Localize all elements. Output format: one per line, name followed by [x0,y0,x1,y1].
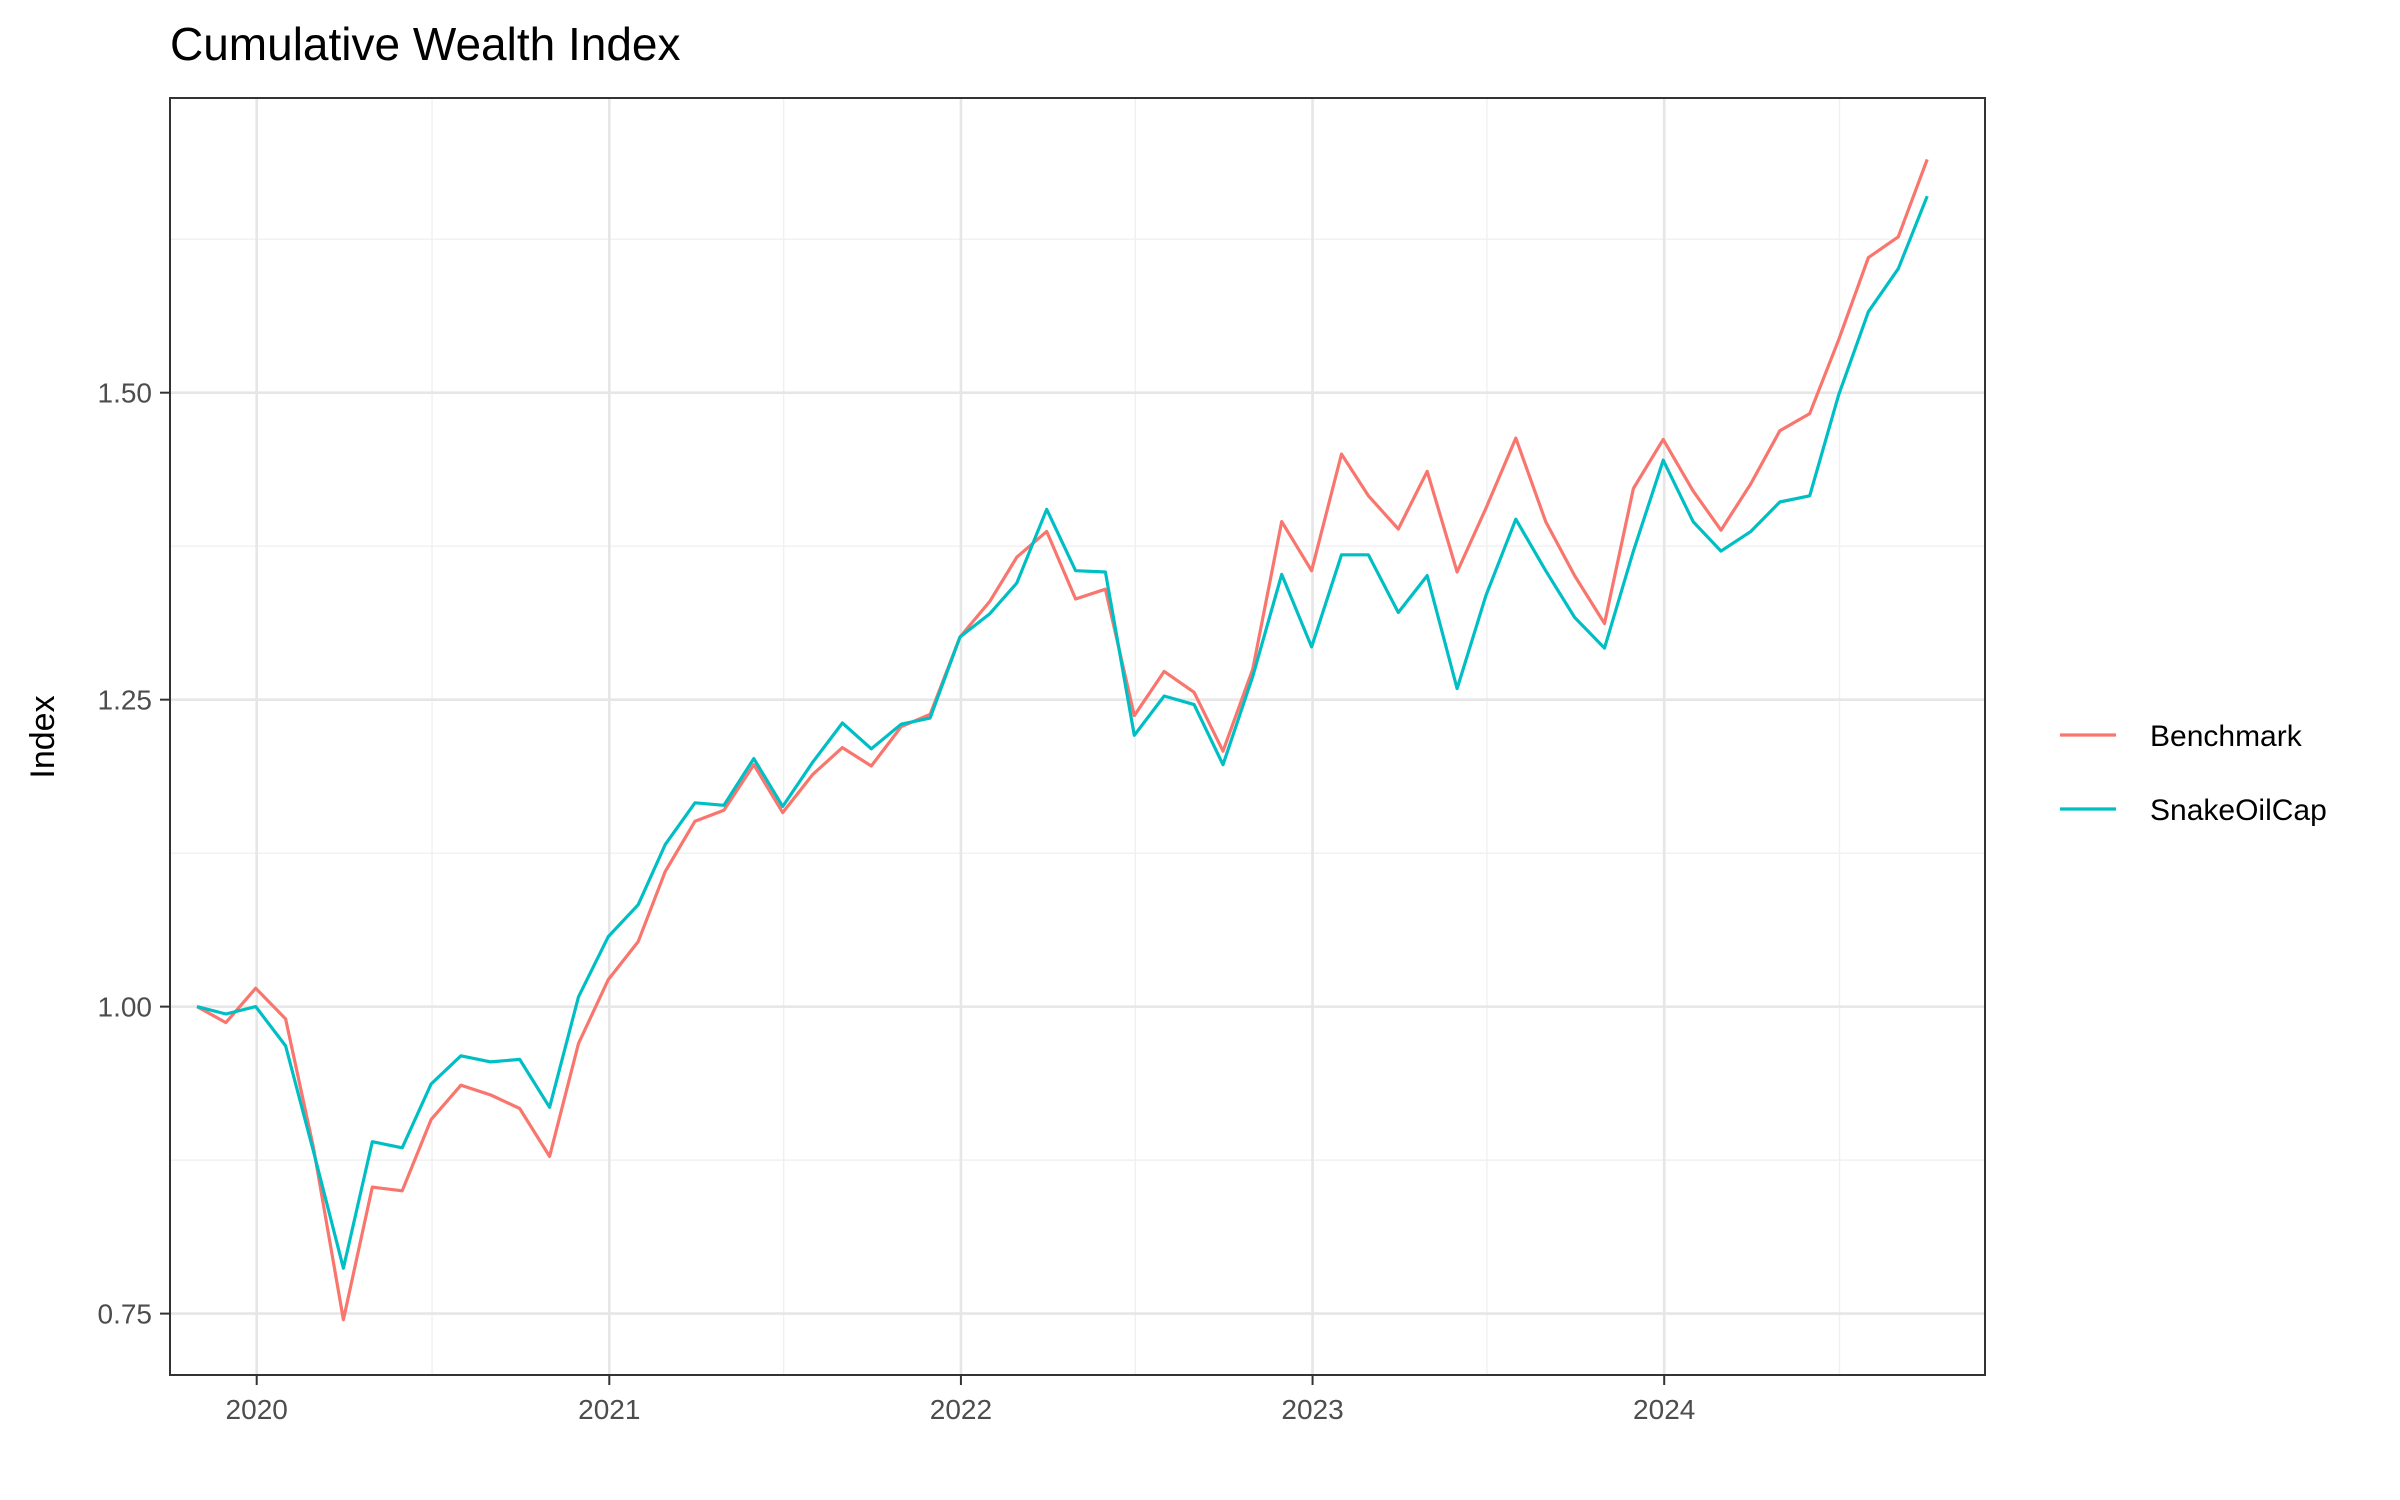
chart-title: Cumulative Wealth Index [170,18,681,70]
y-tick-label: 0.75 [98,1299,153,1330]
y-tick-label: 1.50 [98,378,153,409]
x-tick-label: 2020 [226,1394,288,1425]
x-tick-label: 2021 [578,1394,640,1425]
legend-label-benchmark: Benchmark [2150,720,2303,753]
y-tick-label: 1.00 [98,992,153,1023]
series-line-snakeoilcap [196,195,1929,1270]
axis-ticks [160,391,1666,1385]
x-tick-label: 2022 [930,1394,992,1425]
y-tick-labels: 0.75 1.00 1.25 1.50 [98,378,153,1330]
x-tick-labels: 2020 2021 2022 2023 2024 [226,1394,1696,1425]
y-tick-label: 1.25 [98,685,153,716]
series-line-benchmark [196,158,1929,1322]
legend-label-snakeoilcap: SnakeOilCap [2150,794,2327,827]
grid-lines [170,98,1985,1375]
x-tick-label: 2023 [1281,1394,1343,1425]
plot-panel-border [169,97,1986,1376]
series-layer [196,158,1929,1322]
legend: Benchmark SnakeOilCap [2060,720,2327,827]
x-tick-label: 2024 [1633,1394,1695,1425]
y-axis-label: Index [24,695,62,778]
